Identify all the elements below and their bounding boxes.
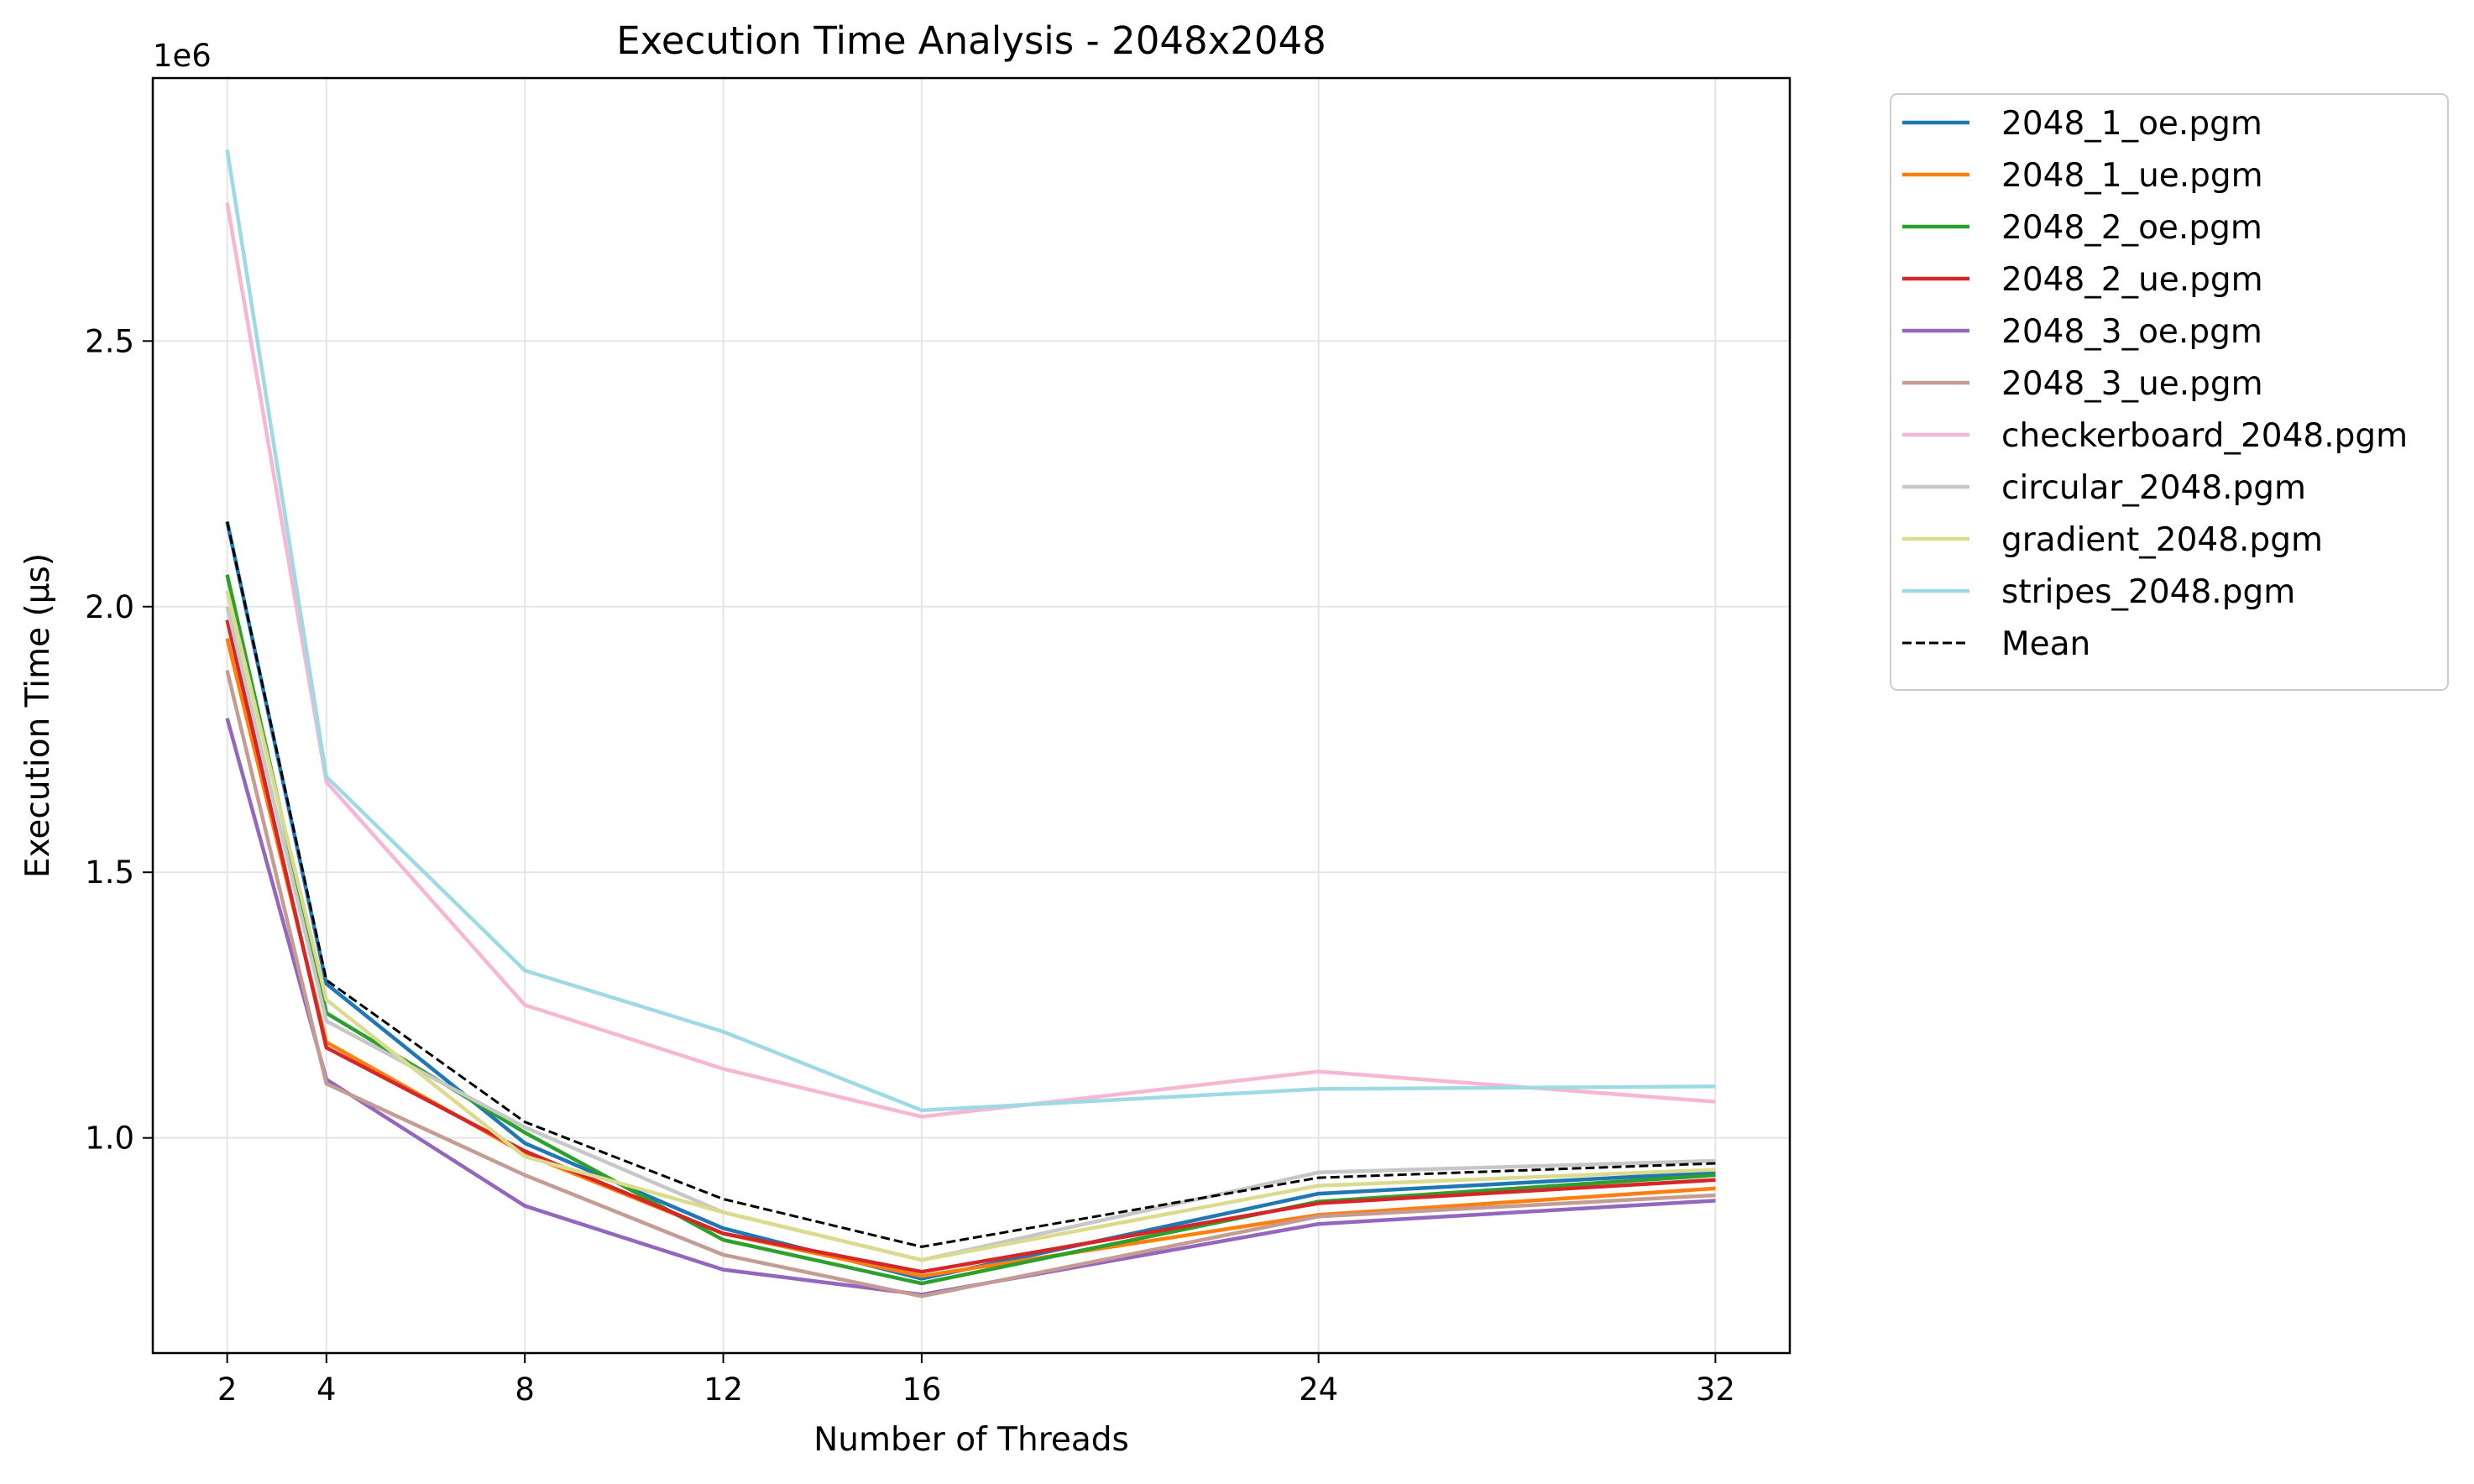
- legend-label: gradient_2048.pgm: [2001, 521, 2323, 559]
- y-tick-label: 2.5: [85, 323, 134, 359]
- legend-label: 2048_3_oe.pgm: [2001, 313, 2262, 351]
- y-tick-label: 1.0: [85, 1121, 134, 1157]
- legend-label: stripes_2048.pgm: [2001, 573, 2295, 611]
- legend-label: 2048_1_oe.pgm: [2001, 105, 2262, 143]
- legend-box: [1890, 93, 2449, 691]
- x-tick-label: 32: [1696, 1372, 1735, 1408]
- legend-label: checkerboard_2048.pgm: [2001, 417, 2408, 455]
- series-lines: [225, 149, 1716, 1298]
- axis-ticks: 2 4 8 12 16 24 321.01.52.02.5: [85, 323, 1735, 1408]
- x-tick-label: 12: [703, 1372, 743, 1408]
- legend-label: Mean: [2001, 625, 2090, 663]
- series-line-stripes-2048-pgm: [225, 149, 1716, 1113]
- legend-label: 2048_1_ue.pgm: [2001, 157, 2263, 195]
- y-tick-label: 1.5: [85, 854, 134, 891]
- series-line-2048-2-ue-pgm: [225, 619, 1716, 1274]
- plot-frame: [151, 76, 1791, 1355]
- x-tick-label: 2: [217, 1372, 238, 1408]
- series-line-mean: [226, 521, 1716, 1248]
- series-line-checkerboard-2048-pgm: [225, 202, 1716, 1119]
- legend-label: 2048_2_oe.pgm: [2001, 209, 2262, 247]
- series-line-2048-3-ue-pgm: [225, 670, 1716, 1298]
- x-tick-label: 4: [316, 1372, 337, 1408]
- legend-label: 2048_2_ue.pgm: [2001, 261, 2263, 299]
- legend: 2048_1_oe.pgm 2048_1_ue.pgm 2048_2_oe.pgm 2…: [1890, 93, 2449, 691]
- x-tick-label: 16: [902, 1372, 941, 1408]
- series-line-gradient-2048-pgm: [225, 590, 1716, 1262]
- legend-label: circular_2048.pgm: [2001, 469, 2306, 507]
- y-axis-offset-label: 1e6: [153, 38, 212, 74]
- x-axis-label: Number of Threads: [813, 1421, 1129, 1459]
- y-tick-label: 2.0: [85, 589, 134, 625]
- y-axis-label: Execution Time (µs): [19, 553, 57, 878]
- x-tick-label: 24: [1299, 1372, 1338, 1408]
- series-line-2048-1-oe-pgm: [225, 521, 1716, 1281]
- x-tick-label: 8: [515, 1372, 535, 1408]
- legend-label: 2048_3_ue.pgm: [2001, 365, 2263, 403]
- chart-title: Execution Time Analysis - 2048x2048: [616, 18, 1326, 63]
